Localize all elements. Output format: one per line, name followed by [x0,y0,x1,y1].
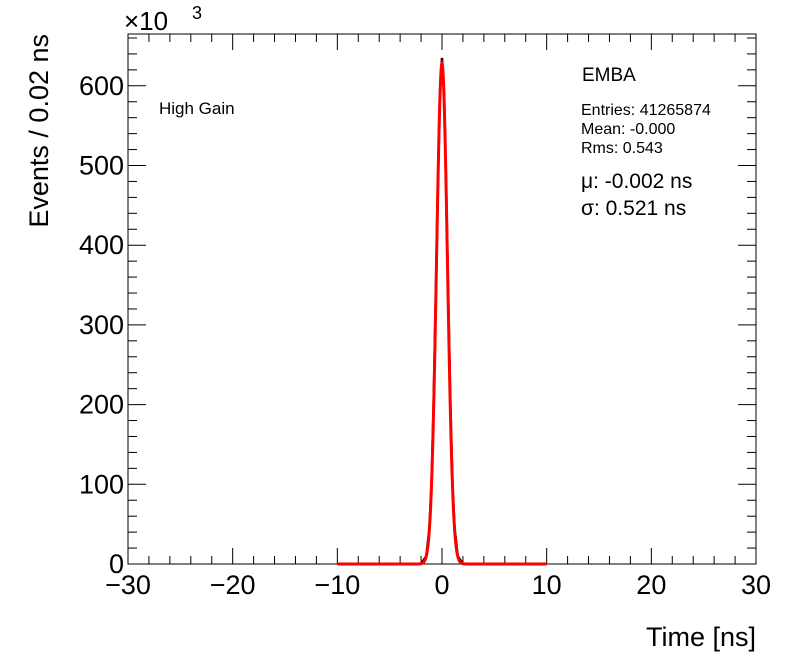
axis-ticks [127,34,757,565]
x-tick-labels: −30 −20 −10 0 10 20 30 [105,570,771,600]
y-tick-label: 400 [79,230,124,260]
x-tick-label: −20 [210,570,256,600]
y-tick-labels: 0 100 200 300 400 500 600 [79,71,124,579]
series-layer [337,57,547,566]
gain-label: High Gain [159,99,235,118]
fit-mu: μ: -0.002 ns [581,170,692,193]
histogram-series [420,57,464,565]
gaussian-fit-curve [337,58,547,566]
y-tick-label: 500 [79,151,124,181]
x-tick-label: 0 [434,570,449,600]
x-tick-label: −30 [105,570,151,600]
fit-sigma: σ: 0.521 ns [581,197,686,220]
rms-stat: Rms: 0.543 [581,140,663,157]
y-tick-label: 600 [79,71,124,101]
x-tick-label: −10 [314,570,360,600]
x-tick-label: 20 [636,570,666,600]
x-tick-label: 10 [532,570,562,600]
y-tick-label: 100 [79,469,124,499]
y-multiplier: ×10 [124,6,168,36]
x-tick-label: 30 [741,570,771,600]
x-axis-label: Time [ns] [646,622,756,652]
partition-label: EMBA [582,65,636,86]
mean-stat: Mean: -0.000 [581,121,675,138]
y-multiplier-exponent: 3 [192,3,202,23]
entries-stat: Entries: 41265874 [581,102,711,119]
y-tick-label: 200 [79,390,124,420]
y-tick-label: 300 [79,310,124,340]
y-axis-label: Events / 0.02 ns [24,34,54,228]
y-tick-label: 0 [109,549,124,579]
